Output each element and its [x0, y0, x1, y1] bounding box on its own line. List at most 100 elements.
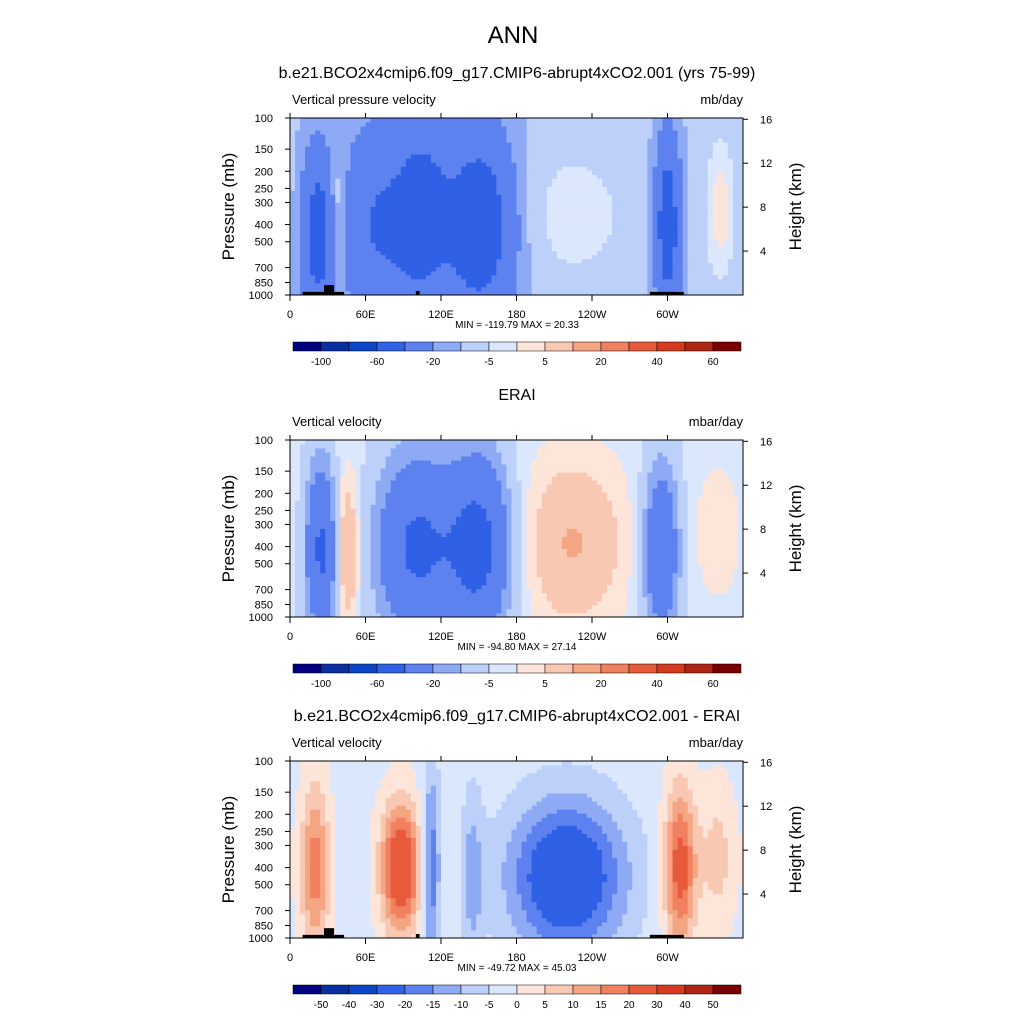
- contour-cell: [405, 210, 412, 215]
- contour-cell: [410, 182, 417, 187]
- contour-cell: [305, 190, 311, 195]
- contour-cell: [602, 226, 608, 232]
- contour-cell: [295, 118, 301, 123]
- panel-title: b.e21.BCO2x4cmip6.f09_g17.CMIP6-abrupt4x…: [279, 65, 756, 82]
- contour-cell: [380, 600, 387, 606]
- contour-cell: [415, 250, 422, 256]
- contour-cell: [597, 238, 603, 244]
- contour-cell: [737, 118, 744, 123]
- contour-cell: [385, 202, 392, 207]
- contour-cell: [390, 576, 397, 582]
- contour-cell: [461, 282, 467, 288]
- contour-cell: [425, 262, 432, 268]
- contour-cell: [657, 576, 663, 582]
- contour-cell: [732, 234, 739, 240]
- contour-cell: [320, 138, 326, 143]
- contour-cell: [682, 604, 689, 610]
- contour-cell: [451, 174, 457, 179]
- contour-cell: [360, 584, 366, 590]
- contour-cell: [481, 162, 487, 167]
- contour-cell: [617, 202, 623, 207]
- contour-cell: [491, 278, 497, 284]
- contour-cell: [481, 154, 487, 159]
- topography-mask: [323, 285, 335, 295]
- contour-cell: [642, 162, 648, 167]
- contour-cell: [295, 154, 301, 159]
- contour-cell: [607, 274, 613, 280]
- contour-cell: [320, 572, 326, 578]
- contour-cell: [677, 282, 683, 288]
- contour-cell: [290, 150, 296, 155]
- contour-cell: [410, 142, 417, 147]
- contour-cell: [385, 266, 392, 272]
- contour-cell: [335, 274, 341, 280]
- contour-cell: [551, 198, 558, 203]
- contour-cell: [410, 584, 417, 590]
- contour-cell: [511, 588, 517, 594]
- contour-cell: [627, 130, 633, 135]
- contour-cell: [712, 190, 719, 195]
- contour-cell: [521, 126, 527, 131]
- contour-cell: [652, 122, 658, 127]
- contour-cell: [496, 246, 502, 252]
- contour-cell: [526, 270, 532, 276]
- contour-cell: [576, 612, 583, 618]
- contour-cell: [385, 126, 392, 131]
- contour-cell: [556, 254, 563, 260]
- contour-cell: [556, 122, 563, 127]
- contour-cell: [496, 274, 502, 280]
- contour-cell: [602, 182, 608, 187]
- contour-cell: [295, 146, 301, 151]
- contour-cell: [501, 194, 507, 199]
- contour-cell: [586, 608, 593, 614]
- contour-cell: [380, 282, 387, 288]
- contour-cell: [375, 190, 381, 195]
- contour-cell: [682, 234, 689, 240]
- contour-cell: [476, 282, 482, 288]
- contour-cell: [491, 146, 497, 151]
- contour-cell: [602, 210, 608, 215]
- contour-cell: [481, 278, 487, 284]
- contour-cell: [672, 278, 678, 284]
- contour-cell: [536, 182, 543, 187]
- contour-cell: [481, 150, 487, 155]
- contour-cell: [370, 242, 376, 248]
- contour-cell: [697, 214, 704, 219]
- contour-cell: [511, 226, 517, 232]
- contour-cell: [581, 210, 588, 215]
- contour-cell: [320, 226, 326, 232]
- contour-cell: [380, 194, 387, 199]
- contour-cell: [501, 118, 507, 123]
- contour-cell: [370, 162, 376, 167]
- contour-cell: [597, 278, 603, 284]
- contour-cell: [325, 576, 331, 582]
- contour-cell: [657, 146, 663, 151]
- contour-cell: [531, 174, 538, 179]
- contour-cell: [305, 154, 311, 159]
- contour-cell: [365, 218, 371, 223]
- contour-cell: [546, 254, 553, 260]
- contour-cell: [365, 118, 371, 123]
- contour-cell: [466, 166, 472, 171]
- contour-cell: [647, 138, 653, 143]
- contour-cell: [405, 572, 412, 578]
- contour-cell: [466, 154, 472, 159]
- contour-cell: [607, 146, 613, 151]
- contour-cell: [441, 278, 447, 284]
- contour-cell: [571, 278, 578, 284]
- contour-cell: [702, 162, 709, 167]
- contour-cell: [702, 158, 709, 163]
- contour-cell: [571, 190, 578, 195]
- contour-cell: [551, 262, 558, 268]
- contour-cell: [662, 608, 668, 614]
- contour-cell: [571, 198, 578, 203]
- contour-cell: [581, 182, 588, 187]
- contour-cell: [390, 262, 397, 268]
- contour-cell: [370, 138, 376, 143]
- contour-cell: [375, 142, 381, 147]
- contour-cell: [586, 262, 593, 268]
- contour-cell: [435, 608, 442, 614]
- contour-cell: [672, 178, 678, 183]
- contour-cell: [717, 226, 724, 232]
- contour-cell: [360, 266, 366, 272]
